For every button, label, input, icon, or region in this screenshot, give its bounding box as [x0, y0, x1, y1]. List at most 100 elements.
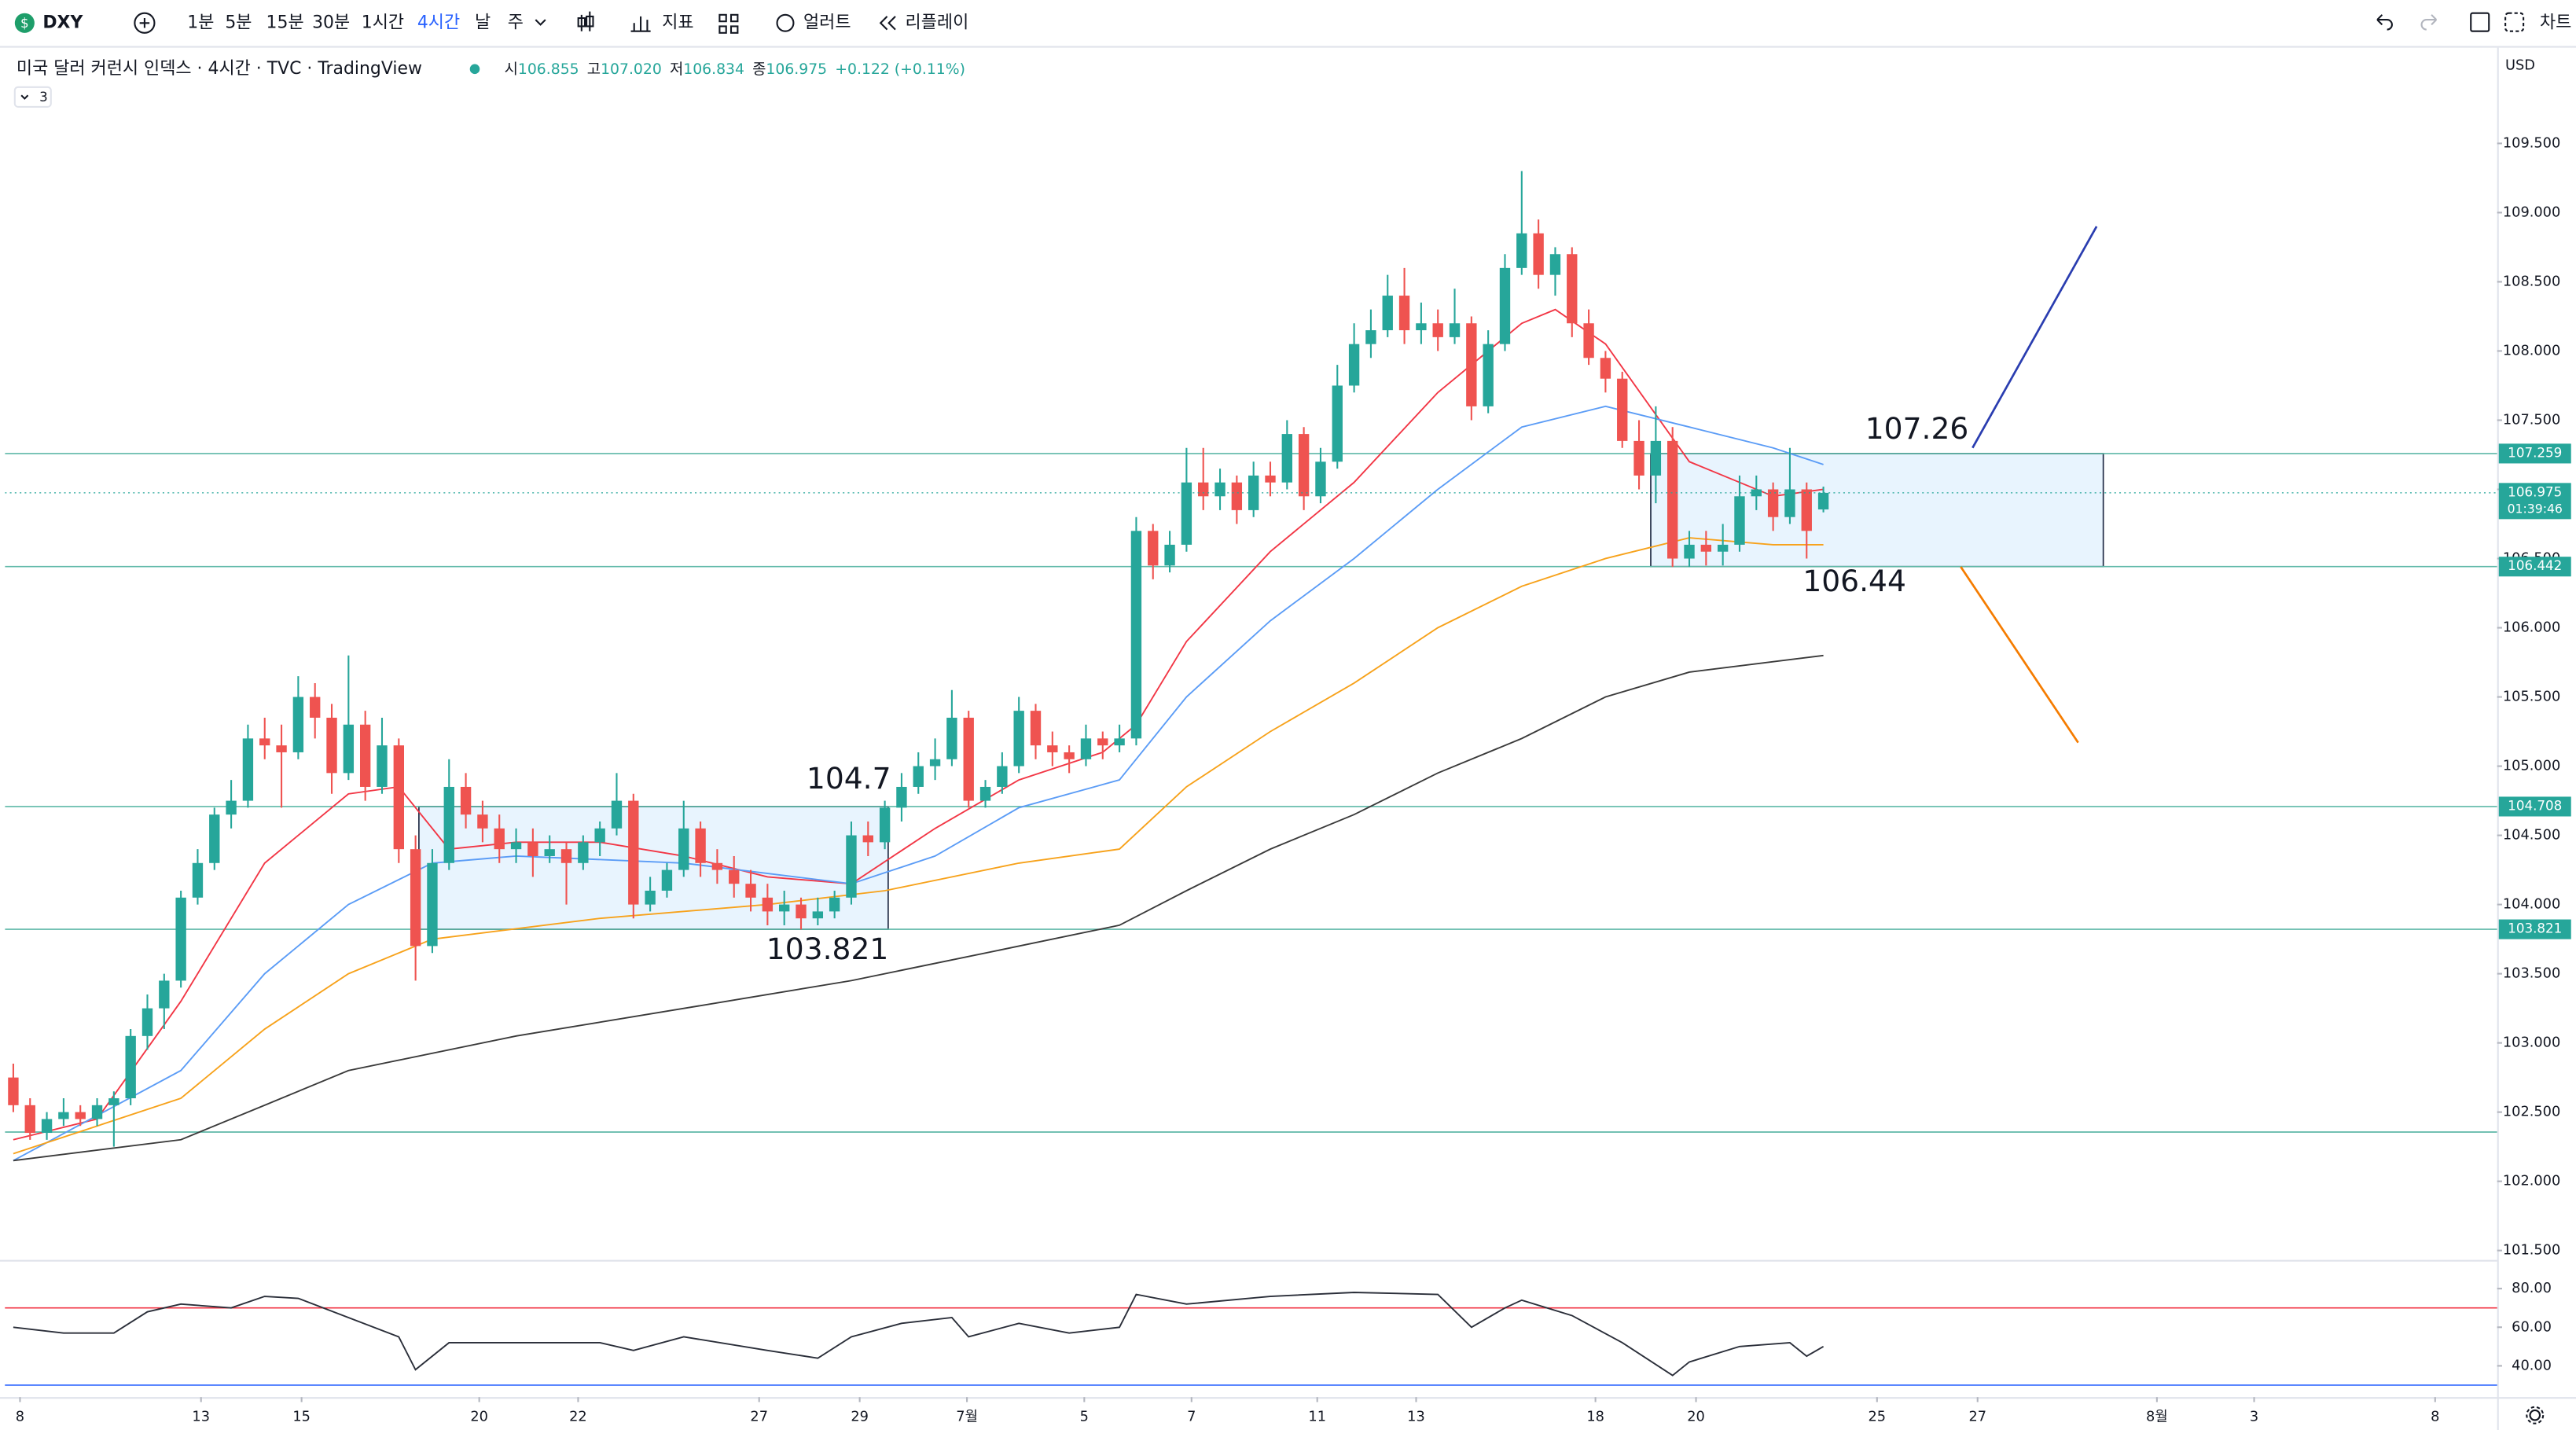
interval[interactable]: 1분	[187, 13, 214, 32]
symbol-icon-glyph: $	[20, 15, 29, 31]
x-tick-label: 20	[470, 1409, 488, 1424]
y-tick-label: 101.500	[2503, 1243, 2560, 1259]
x-tick-label: 3	[2250, 1409, 2258, 1424]
change: +0.122 (+0.11%)	[835, 61, 965, 77]
price-badge-label: 103.821	[2508, 921, 2562, 936]
market-status	[469, 64, 480, 75]
interval[interactable]: 15분	[266, 13, 304, 32]
moving-average	[13, 308, 1824, 1141]
y-tick-label: 109.500	[2503, 135, 2560, 151]
candle-body	[846, 835, 857, 898]
candle-body	[1080, 738, 1092, 759]
candle-body	[695, 828, 706, 863]
alert[interactable]: 얼러트	[803, 13, 851, 32]
candle-body	[879, 807, 891, 843]
candle-body	[359, 724, 371, 787]
settings[interactable]	[2526, 1406, 2545, 1424]
x-tick-label: 20	[1687, 1409, 1705, 1424]
candle-body	[377, 745, 388, 787]
annotation: 104.7	[807, 761, 891, 796]
interval[interactable]: 5분	[225, 13, 252, 32]
candle-body	[1767, 489, 1779, 517]
open-value: 106.855	[518, 61, 579, 77]
candle-body	[1114, 738, 1125, 746]
candle-body	[259, 738, 270, 746]
indicator-toggle[interactable]	[13, 86, 52, 108]
interval[interactable]: 1시간	[362, 13, 404, 32]
symbol[interactable]: DXY	[42, 13, 83, 32]
layout-icon[interactable]	[718, 13, 739, 34]
x-tick-label: 5	[1080, 1409, 1089, 1424]
symbol-title: 미국 달러 커런시 인덱스 · 4시간 · TVC · TradingView	[17, 59, 422, 79]
candle-body	[1667, 440, 1678, 559]
candle-body	[8, 1077, 19, 1105]
candle-body	[75, 1112, 86, 1119]
interval[interactable]: 4시간	[417, 13, 460, 32]
y-tick-label: 107.500	[2503, 412, 2560, 428]
fullscreen[interactable]	[2470, 12, 2490, 32]
alert-icon	[776, 13, 795, 32]
symbol-icon	[14, 13, 35, 33]
rsi-tick-label: 60.00	[2512, 1319, 2552, 1335]
candle-body	[812, 911, 824, 919]
rsi-tick-label: 40.00	[2512, 1358, 2552, 1373]
low-label: 저	[670, 60, 683, 77]
candle-body	[141, 1008, 153, 1036]
moving-average	[13, 537, 1824, 1155]
trend-line	[1972, 226, 2098, 449]
candle-body	[276, 745, 287, 752]
x-tick-label: 15	[292, 1409, 311, 1424]
candle-body	[1198, 482, 1209, 497]
add-symbol[interactable]	[134, 12, 156, 34]
y-tick-label: 108.000	[2503, 343, 2560, 358]
indicators[interactable]: 지표	[662, 13, 693, 32]
candle-body	[1549, 254, 1561, 275]
x-tick-label: 7월	[956, 1408, 978, 1424]
redo[interactable]	[2420, 14, 2438, 31]
candle-body	[779, 904, 790, 912]
period[interactable]: 주	[508, 13, 524, 32]
candle-body	[1734, 496, 1745, 545]
candle-body	[1516, 233, 1527, 268]
candle-body	[645, 890, 656, 905]
candle-body	[1365, 330, 1376, 344]
toolbar: $ DXY 지표 얼러트 리플레이 차트	[0, 11, 2576, 48]
candle-body	[242, 738, 254, 801]
x-tick-label: 27	[1968, 1409, 1986, 1424]
candle-body	[1633, 440, 1644, 476]
candle-body	[125, 1035, 136, 1099]
price-badge-label: 106.975	[2508, 483, 2562, 499]
interval[interactable]: 30분	[312, 13, 350, 32]
undo[interactable]	[2376, 14, 2393, 31]
x-tick-label: 29	[851, 1409, 869, 1424]
candle-body	[829, 897, 840, 912]
candle-body	[1298, 434, 1310, 497]
candle-body	[1583, 323, 1594, 358]
candle-body	[1215, 482, 1226, 497]
candle-body	[1533, 233, 1544, 275]
price-badge	[2498, 919, 2571, 939]
candle-body	[1064, 752, 1075, 759]
candle-body	[1013, 711, 1024, 766]
interval-dropdown[interactable]	[535, 19, 546, 26]
candle-body	[1315, 461, 1326, 497]
candle-body	[745, 884, 756, 898]
chart-type-icon[interactable]	[577, 11, 594, 31]
candle-body	[1332, 385, 1343, 462]
replay[interactable]: 리플레이	[906, 13, 969, 32]
screenshot[interactable]	[2504, 12, 2525, 32]
candle-body	[1164, 544, 1175, 566]
candle-body	[1281, 434, 1293, 483]
candle-body	[796, 904, 807, 919]
candle-body	[1130, 531, 1142, 739]
candle-body	[1801, 489, 1812, 531]
period[interactable]: 날	[475, 13, 491, 32]
currency: USD	[2505, 58, 2535, 74]
replay-icon	[879, 16, 896, 31]
candle-body	[1483, 344, 1494, 406]
x-tick-label: 22	[569, 1409, 587, 1424]
trend-line	[1960, 566, 2079, 744]
chart-menu[interactable]: 차트	[2540, 13, 2571, 32]
price-badge-label: 107.259	[2508, 444, 2562, 460]
